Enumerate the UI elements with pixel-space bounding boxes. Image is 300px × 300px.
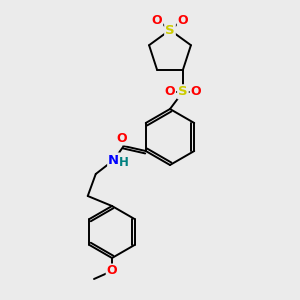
Text: O: O <box>178 14 188 26</box>
Text: S: S <box>178 85 188 98</box>
Text: O: O <box>165 85 175 98</box>
Text: S: S <box>165 23 175 37</box>
Text: O: O <box>152 14 162 26</box>
Text: O: O <box>107 265 117 278</box>
Text: H: H <box>119 157 129 169</box>
Text: O: O <box>116 131 127 145</box>
Text: O: O <box>190 85 201 98</box>
Text: N: N <box>108 154 119 166</box>
